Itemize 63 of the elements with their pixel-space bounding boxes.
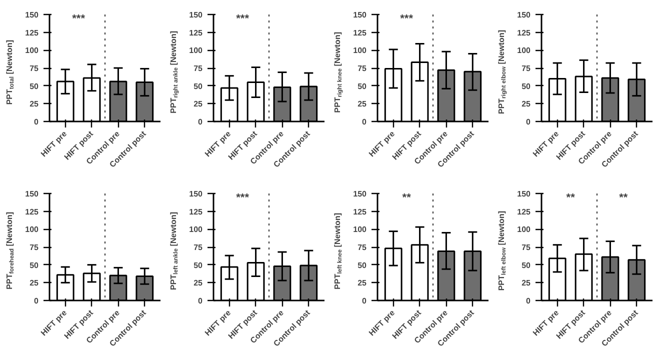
- y-tick-label: 125: [353, 28, 368, 38]
- y-tick-label: 125: [189, 207, 204, 216]
- y-tick-label: 150: [517, 10, 532, 20]
- y-tick-label: 25: [194, 278, 204, 288]
- y-tick-label: 100: [517, 46, 532, 56]
- annotation: ***: [400, 13, 414, 26]
- y-tick-label: 125: [517, 28, 532, 38]
- y-tick-label: 150: [25, 190, 40, 198]
- y-tick-label: 75: [358, 64, 368, 73]
- y-tick-label: 100: [25, 225, 40, 234]
- y-tick-label: 75: [30, 243, 40, 252]
- y-tick-label: 75: [194, 64, 204, 73]
- y-tick-label: 150: [353, 190, 368, 198]
- y-tick-label: 0: [198, 118, 204, 126]
- y-tick-label: 100: [189, 225, 204, 234]
- y-tick-label: 50: [194, 260, 204, 270]
- y-tick-label: 75: [522, 64, 532, 73]
- y-tick-label: 25: [358, 100, 368, 109]
- annotation: ***: [72, 13, 86, 26]
- y-tick-label: 150: [25, 10, 40, 20]
- y-tick-label: 50: [358, 82, 368, 91]
- y-tick-label: 100: [353, 46, 368, 56]
- y-tick-label: 0: [526, 296, 532, 306]
- y-tick-label: 100: [189, 46, 204, 56]
- y-tick-label: 75: [522, 243, 532, 252]
- y-tick-label: 25: [522, 278, 532, 288]
- y-tick-label: 0: [362, 118, 368, 126]
- y-tick-label: 25: [522, 100, 532, 109]
- y-tick-label: 50: [522, 260, 532, 270]
- y-tick-label: 50: [522, 82, 532, 91]
- y-tick-label: 0: [34, 118, 40, 126]
- y-tick-label: 25: [30, 100, 40, 109]
- y-tick-label: 150: [189, 190, 204, 198]
- y-tick-label: 150: [189, 10, 204, 20]
- y-tick-label: 50: [358, 260, 368, 270]
- y-tick-label: 100: [25, 46, 40, 56]
- annotation: **: [566, 192, 576, 204]
- y-tick-label: 125: [353, 207, 368, 216]
- annotation: ***: [236, 192, 250, 204]
- y-tick-label: 75: [194, 243, 204, 252]
- y-tick-label: 100: [517, 225, 532, 234]
- annotation: ***: [236, 13, 250, 26]
- y-tick-label: 100: [353, 225, 368, 234]
- y-tick-label: 125: [25, 28, 40, 38]
- y-tick-label: 0: [526, 118, 532, 126]
- y-tick-label: 50: [30, 260, 40, 270]
- annotation: **: [402, 192, 412, 204]
- y-tick-label: 125: [25, 207, 40, 216]
- y-tick-label: 25: [30, 278, 40, 288]
- y-tick-label: 150: [353, 10, 368, 20]
- annotation: **: [619, 192, 628, 204]
- y-tick-label: 0: [198, 296, 204, 306]
- y-tick-label: 0: [362, 296, 368, 306]
- y-tick-label: 75: [358, 243, 368, 252]
- y-tick-label: 50: [194, 82, 204, 91]
- y-tick-label: 25: [358, 278, 368, 288]
- y-tick-label: 125: [189, 28, 204, 38]
- y-tick-label: 150: [517, 190, 532, 198]
- y-tick-label: 25: [194, 100, 204, 109]
- y-tick-label: 0: [34, 296, 40, 306]
- y-tick-label: 75: [30, 64, 40, 73]
- y-tick-label: 50: [30, 82, 40, 91]
- y-tick-label: 125: [517, 207, 532, 216]
